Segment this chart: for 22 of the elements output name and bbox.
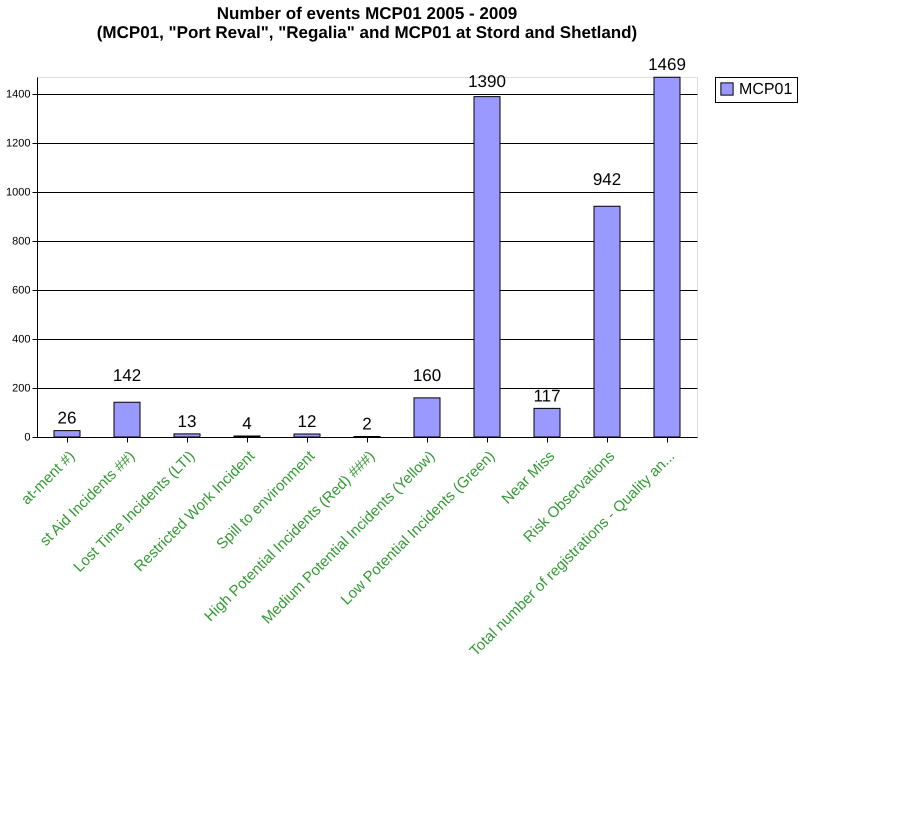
legend-label: MCP01 bbox=[739, 81, 792, 98]
data-label: 117 bbox=[533, 386, 561, 406]
data-label: 2 bbox=[362, 414, 372, 434]
data-label: 1390 bbox=[468, 72, 506, 92]
text: (MCP01, "Port Reval", "Regalia" and MCP01 at Stord and Shetland) bbox=[96, 23, 638, 42]
data-label: 4 bbox=[242, 414, 252, 434]
y-tick-label: 800 bbox=[12, 236, 30, 248]
y-tick-label: 200 bbox=[12, 382, 30, 395]
data-label: 1469 bbox=[648, 55, 686, 74]
data-label: 142 bbox=[112, 366, 142, 386]
y-tick-label: 1400 bbox=[6, 88, 30, 101]
y-tick-label: 0 bbox=[24, 432, 30, 444]
y-tick-label: 400 bbox=[12, 334, 30, 346]
text: Number of events MCP01 2005 - 2009 bbox=[216, 4, 518, 24]
data-label: 942 bbox=[592, 170, 622, 190]
y-tick-label: 1000 bbox=[6, 186, 30, 199]
y-tick-label: 1200 bbox=[6, 138, 30, 150]
data-label: 160 bbox=[412, 366, 442, 386]
y-tick-label: 600 bbox=[12, 284, 30, 297]
data-label: 26 bbox=[58, 408, 76, 428]
data-label: 13 bbox=[178, 412, 196, 431]
data-label: 12 bbox=[298, 412, 316, 432]
